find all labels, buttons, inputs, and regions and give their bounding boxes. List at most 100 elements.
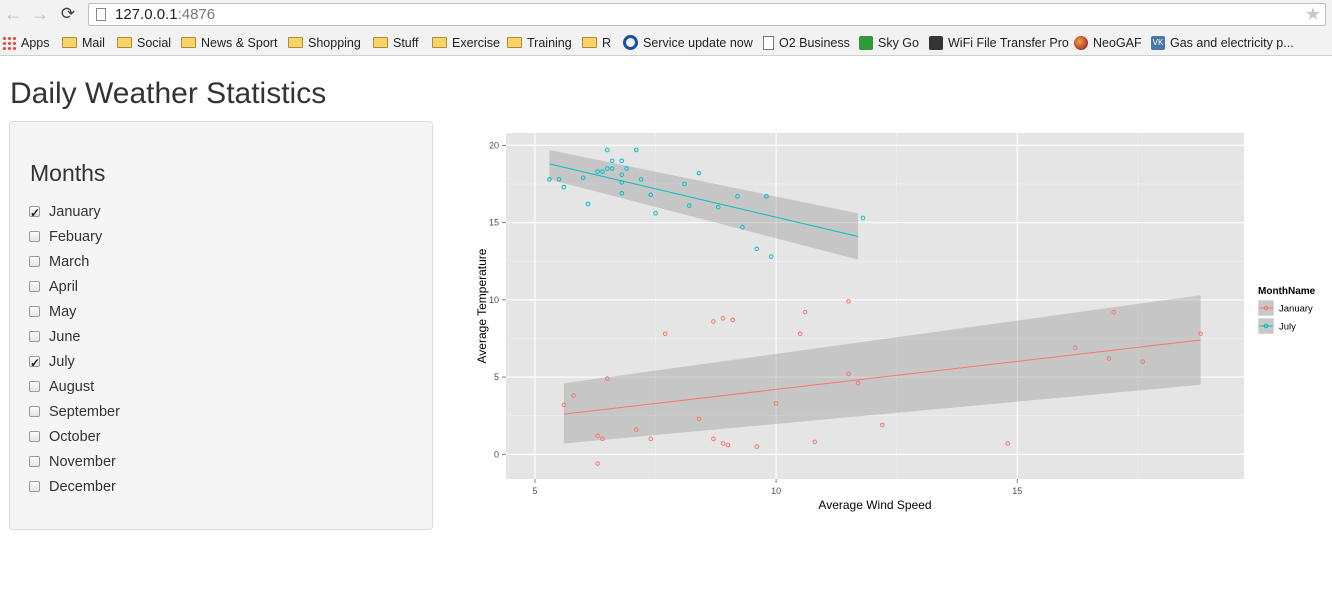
url-port: :4876 xyxy=(177,6,216,23)
data-point xyxy=(571,393,576,398)
data-point xyxy=(556,177,562,182)
data-point xyxy=(547,177,552,182)
legend-key-point xyxy=(1263,323,1269,329)
url-host: 127.0.0.1 xyxy=(115,6,178,23)
bookmark-label: Social xyxy=(137,36,172,50)
legend: MonthName January July xyxy=(1257,286,1316,335)
bookmark-social[interactable]: Social xyxy=(117,34,171,52)
browser-toolbar: ← → ⟳ 127.0.0.1:4876 ★ xyxy=(0,0,1332,30)
reload-icon[interactable]: ⟳ xyxy=(60,4,76,23)
x-tick-label: 15 xyxy=(1012,486,1022,496)
data-point xyxy=(720,441,726,446)
forward-icon[interactable]: → xyxy=(31,4,49,24)
data-point xyxy=(580,175,586,181)
checkbox[interactable] xyxy=(29,431,40,442)
data-point xyxy=(600,436,605,442)
data-point xyxy=(604,376,610,381)
bookmark-gas-electricity[interactable]: VK Gas and electricity p... xyxy=(1151,34,1294,52)
bookmark-label: Mail xyxy=(82,36,105,50)
data-point xyxy=(682,181,687,187)
bookmark-label: Apps xyxy=(21,36,50,50)
data-point xyxy=(561,402,567,408)
bookmark-label: Training xyxy=(527,36,572,50)
wifi-icon xyxy=(929,35,943,50)
data-point xyxy=(754,444,760,449)
checkbox[interactable] xyxy=(29,406,40,417)
data-point xyxy=(846,299,851,304)
bookmark-label: Exercise xyxy=(452,36,500,50)
scatter-chart: 5 10 15 0 5 10 15 20 Average Wind Speed Average… xyxy=(475,133,1316,512)
address-bar[interactable]: 127.0.0.1:4876 ★ xyxy=(88,3,1326,26)
folder-icon xyxy=(373,37,388,49)
month-label: January xyxy=(49,204,101,220)
data-point xyxy=(735,194,740,199)
bookmark-r[interactable]: R xyxy=(582,34,611,52)
bookmark-wifi-transfer[interactable]: WiFi File Transfer Pro xyxy=(929,34,1069,52)
checkbox[interactable] xyxy=(29,231,40,242)
checkbox[interactable] xyxy=(29,306,40,317)
bookmark-sky-go[interactable]: Sky Go xyxy=(859,34,919,52)
bookmark-shopping[interactable]: Shopping xyxy=(288,34,361,52)
data-point xyxy=(686,203,692,208)
bookmark-star-icon[interactable]: ★ xyxy=(1304,4,1321,24)
bookmark-training[interactable]: Training xyxy=(507,34,572,52)
data-point xyxy=(600,169,605,174)
skygo-icon xyxy=(859,35,873,50)
data-point xyxy=(797,331,803,337)
data-point xyxy=(812,439,818,445)
grid-major xyxy=(506,133,1244,479)
bookmark-label: Shopping xyxy=(308,36,361,50)
data-point xyxy=(619,190,625,196)
data-point xyxy=(754,246,760,252)
data-point xyxy=(595,169,600,174)
month-label: March xyxy=(49,254,90,270)
bookmark-stuff[interactable]: Stuff xyxy=(373,34,418,52)
legend-title: MonthName xyxy=(1258,286,1316,297)
vk-icon: VK xyxy=(1151,35,1165,50)
bookmark-label: Stuff xyxy=(393,36,419,50)
bookmark-exercise[interactable]: Exercise xyxy=(432,34,500,52)
checkbox[interactable] xyxy=(29,281,40,292)
back-icon[interactable]: ← xyxy=(4,4,22,24)
data-point xyxy=(604,166,610,171)
data-point xyxy=(740,224,745,230)
bookmark-service-update[interactable]: Service update now xyxy=(623,34,753,52)
data-point xyxy=(595,461,600,466)
checkbox[interactable] xyxy=(29,381,40,392)
data-point xyxy=(662,331,668,337)
data-point xyxy=(715,204,721,210)
data-point xyxy=(1072,345,1078,351)
checkbox[interactable] xyxy=(29,456,40,467)
url-text[interactable]: 127.0.0.1:4876 xyxy=(115,6,215,23)
month-label: July xyxy=(49,354,75,370)
bookmark-mail[interactable]: Mail xyxy=(62,34,105,52)
checkbox[interactable] xyxy=(29,331,40,342)
checkbox[interactable] xyxy=(29,353,40,373)
confidence-band xyxy=(549,149,859,260)
data-point xyxy=(730,317,736,323)
apps-icon xyxy=(2,35,16,50)
bookmark-label: WiFi File Transfer Pro xyxy=(948,36,1069,50)
bookmark-news-sport[interactable]: News & Sport xyxy=(181,34,277,52)
data-point xyxy=(1106,356,1112,361)
checkbox[interactable] xyxy=(29,481,40,492)
data-point xyxy=(633,427,639,432)
data-point xyxy=(860,215,866,221)
bookmark-label: Gas and electricity p... xyxy=(1170,36,1294,50)
bookmark-apps[interactable]: Apps xyxy=(2,34,50,52)
confidence-bands xyxy=(549,149,1201,444)
month-label: November xyxy=(49,454,116,470)
legend-label: July xyxy=(1279,322,1296,333)
checkbox[interactable] xyxy=(29,256,40,267)
data-point xyxy=(595,433,600,439)
data-point xyxy=(609,166,615,171)
checkbox[interactable] xyxy=(29,203,40,223)
confidence-band xyxy=(563,295,1201,444)
bookmark-neogaf[interactable]: NeoGAF xyxy=(1074,34,1142,52)
data-point xyxy=(768,254,774,259)
bookmark-o2-business[interactable]: O2 Business xyxy=(763,34,850,52)
grid-minor xyxy=(506,133,1244,479)
y-tick-label: 0 xyxy=(494,449,499,459)
plot-background xyxy=(506,133,1244,479)
bookmark-label: R xyxy=(602,36,612,50)
